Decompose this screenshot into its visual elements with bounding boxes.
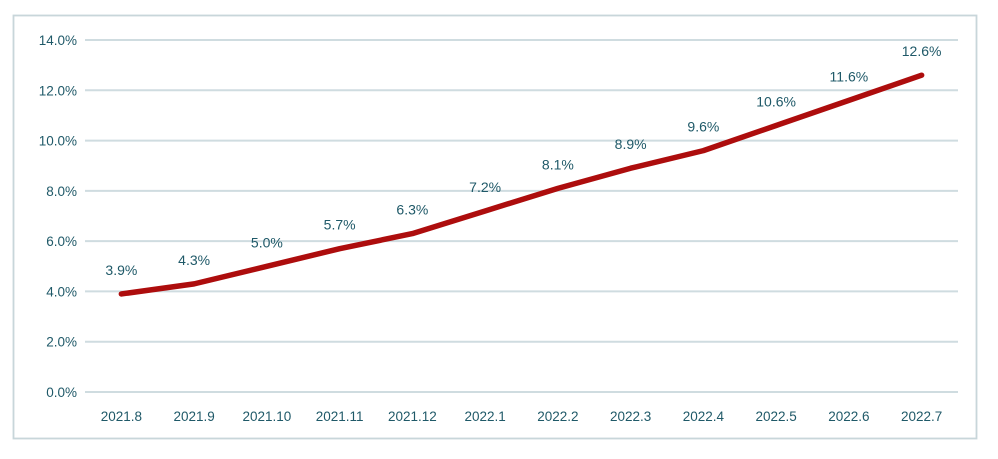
x-axis-tick-label: 2021.12 (388, 409, 437, 424)
x-axis-tick-label: 2021.8 (101, 409, 142, 424)
y-axis-tick-label: 6.0% (46, 234, 77, 249)
data-label: 3.9% (105, 262, 137, 278)
x-axis-tick-label: 2022.6 (828, 409, 869, 424)
data-label: 5.0% (251, 234, 283, 250)
data-label: 5.7% (324, 217, 356, 233)
y-axis-tick-label: 2.0% (46, 335, 77, 350)
x-axis-tick-label: 2022.7 (901, 409, 942, 424)
y-axis-tick-label: 0.0% (46, 385, 77, 400)
y-axis-tick-label: 14.0% (39, 33, 77, 48)
x-axis-tick-label: 2021.9 (173, 409, 214, 424)
y-axis-tick-label: 4.0% (46, 284, 77, 299)
chart-border (12, 14, 978, 440)
data-label: 6.3% (396, 202, 428, 218)
y-axis-tick-label: 8.0% (46, 184, 77, 199)
y-axis-tick-label: 10.0% (39, 134, 77, 149)
x-axis-tick-label: 2022.4 (683, 409, 725, 424)
x-axis-tick-label: 2021.11 (316, 409, 364, 424)
data-label: 7.2% (469, 179, 501, 195)
data-label: 8.1% (542, 156, 574, 172)
data-label: 12.6% (902, 43, 942, 59)
y-axis-tick-label: 12.0% (39, 83, 77, 98)
data-label: 8.9% (615, 136, 647, 152)
x-axis-tick-label: 2022.5 (755, 409, 796, 424)
x-axis-tick-label: 2022.3 (610, 409, 651, 424)
data-label: 9.6% (687, 119, 719, 135)
x-axis-tick-label: 2022.2 (537, 409, 578, 424)
x-axis-tick-label: 2021.10 (242, 409, 291, 424)
data-label: 4.3% (178, 252, 210, 268)
data-label: 10.6% (756, 93, 796, 109)
series-line (118, 72, 925, 297)
data-label: 11.6% (830, 68, 869, 84)
x-axis-tick-label: 2022.1 (464, 409, 505, 424)
